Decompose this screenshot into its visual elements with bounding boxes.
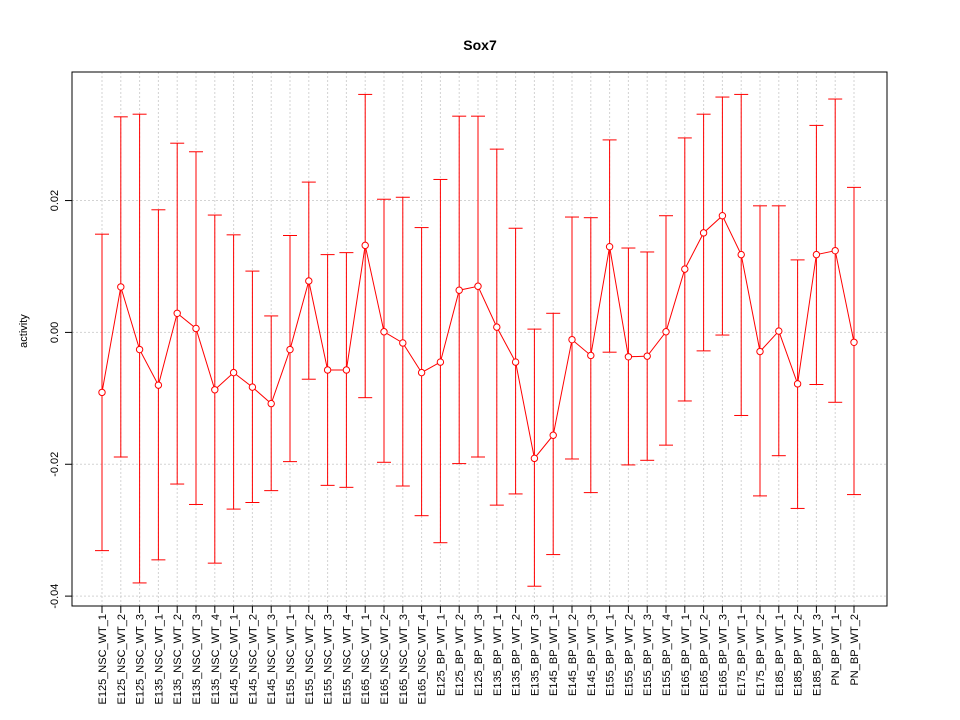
x-tick-label: E155_NSC_WT_1 xyxy=(285,614,297,705)
x-tick-label: E145_BP_WT_1 xyxy=(548,614,560,696)
data-point xyxy=(399,339,407,347)
data-point xyxy=(643,352,651,360)
data-point xyxy=(135,345,144,354)
data-point xyxy=(342,366,351,374)
data-point xyxy=(248,383,257,391)
data-point xyxy=(154,381,163,389)
x-tick-label: E185_BP_WT_1 xyxy=(774,614,786,696)
y-tick-label: -0.02 xyxy=(49,452,61,477)
x-tick-label: E165_NSC_WT_1 xyxy=(360,614,372,705)
series xyxy=(95,93,861,587)
data-point xyxy=(474,282,482,290)
data-point xyxy=(211,386,219,394)
data-point xyxy=(587,351,595,360)
x-tick-label: E165_BP_WT_2 xyxy=(699,614,711,696)
data-point xyxy=(380,328,388,336)
data-point xyxy=(323,366,332,374)
x-tick-label: PN_BP_WT_1 xyxy=(830,614,842,686)
x-tick-label: E185_BP_WT_2 xyxy=(793,614,805,696)
x-tick-label: E135_BP_WT_2 xyxy=(511,614,523,696)
x-tick-label: E125_NSC_WT_3 xyxy=(135,614,147,705)
x-tick-label: E145_NSC_WT_1 xyxy=(229,614,241,705)
x-tick-label: E155_NSC_WT_4 xyxy=(341,614,353,705)
data-point xyxy=(436,358,445,366)
x-tick-label: E125_NSC_WT_1 xyxy=(97,614,109,705)
chart-title: Sox7 xyxy=(463,37,497,53)
x-tick-label: E175_BP_WT_1 xyxy=(736,614,748,696)
data-point xyxy=(699,229,708,237)
plot-frame xyxy=(71,71,888,607)
x-tick-label: E135_NSC_WT_3 xyxy=(191,614,203,705)
x-tick-label: E145_BP_WT_2 xyxy=(567,614,579,696)
data-point xyxy=(455,286,463,294)
data-point xyxy=(812,250,821,259)
data-point xyxy=(549,431,557,439)
x-tick-label: E155_BP_WT_2 xyxy=(623,614,635,696)
data-point xyxy=(568,335,576,344)
data-point xyxy=(793,380,802,388)
data-point xyxy=(192,324,200,333)
data-point xyxy=(530,454,539,463)
x-tick-label: E165_BP_WT_3 xyxy=(717,614,729,696)
x-tick-label: E185_BP_WT_3 xyxy=(811,614,823,696)
x-tick-label: E135_NSC_WT_1 xyxy=(153,614,165,705)
x-tick-label: E155_NSC_WT_2 xyxy=(304,614,316,705)
data-point xyxy=(173,309,181,317)
x-tick-label: E135_NSC_WT_2 xyxy=(172,614,184,705)
data-point xyxy=(417,368,426,377)
data-point xyxy=(662,328,670,336)
x-axis: E125_NSC_WT_1 E125_NSC_WT_2 E125_NSC_WT_3 E… xyxy=(97,606,861,705)
data-point xyxy=(624,353,633,361)
data-point xyxy=(756,347,764,356)
y-axis-label: activity xyxy=(18,314,30,348)
data-point xyxy=(831,246,839,255)
data-point xyxy=(286,345,294,354)
x-tick-label: E155_NSC_WT_3 xyxy=(323,614,335,705)
x-tick-label: E175_BP_WT_2 xyxy=(755,614,767,696)
data-point xyxy=(605,243,614,251)
x-tick-label: E145_NSC_WT_2 xyxy=(247,614,259,705)
y-tick-label: 0.00 xyxy=(49,322,61,343)
x-tick-label: E165_NSC_WT_3 xyxy=(398,614,410,705)
x-tick-label: E155_BP_WT_4 xyxy=(661,614,673,696)
data-point xyxy=(305,277,313,285)
x-tick-label: E145_BP_WT_3 xyxy=(586,614,598,696)
data-point xyxy=(229,368,238,377)
data-point xyxy=(737,250,745,259)
x-tick-label: E145_NSC_WT_3 xyxy=(266,614,278,705)
x-tick-label: E125_BP_WT_1 xyxy=(435,614,447,696)
data-point xyxy=(98,388,106,397)
x-tick-label: E165_BP_WT_1 xyxy=(680,614,692,696)
x-tick-label: E165_NSC_WT_2 xyxy=(379,614,391,705)
x-tick-label: E125_NSC_WT_2 xyxy=(116,614,128,705)
x-tick-label: E155_BP_WT_1 xyxy=(605,614,617,696)
data-point xyxy=(267,399,275,408)
y-tick-label: -0.04 xyxy=(49,584,61,609)
data-point xyxy=(511,358,520,366)
x-tick-label: E125_BP_WT_2 xyxy=(454,614,466,696)
x-tick-label: E165_NSC_WT_4 xyxy=(417,614,429,705)
x-tick-label: E125_BP_WT_3 xyxy=(473,614,485,696)
data-point xyxy=(775,327,783,335)
x-tick-label: E155_BP_WT_3 xyxy=(642,614,654,696)
data-point xyxy=(718,212,727,220)
data-point xyxy=(117,283,125,291)
y-axis: -0.04 -0.02 0.00 0.02 xyxy=(49,190,72,609)
x-tick-label: E135_BP_WT_3 xyxy=(529,614,541,696)
x-tick-label: E135_NSC_WT_4 xyxy=(210,614,222,705)
x-tick-label: PN_BP_WT_2 xyxy=(849,614,861,686)
x-tick-label: E135_BP_WT_1 xyxy=(492,614,504,696)
data-point xyxy=(493,323,501,331)
data-point xyxy=(361,241,369,250)
data-point xyxy=(850,338,858,346)
data-point xyxy=(681,265,689,273)
y-tick-label: 0.02 xyxy=(49,190,61,211)
